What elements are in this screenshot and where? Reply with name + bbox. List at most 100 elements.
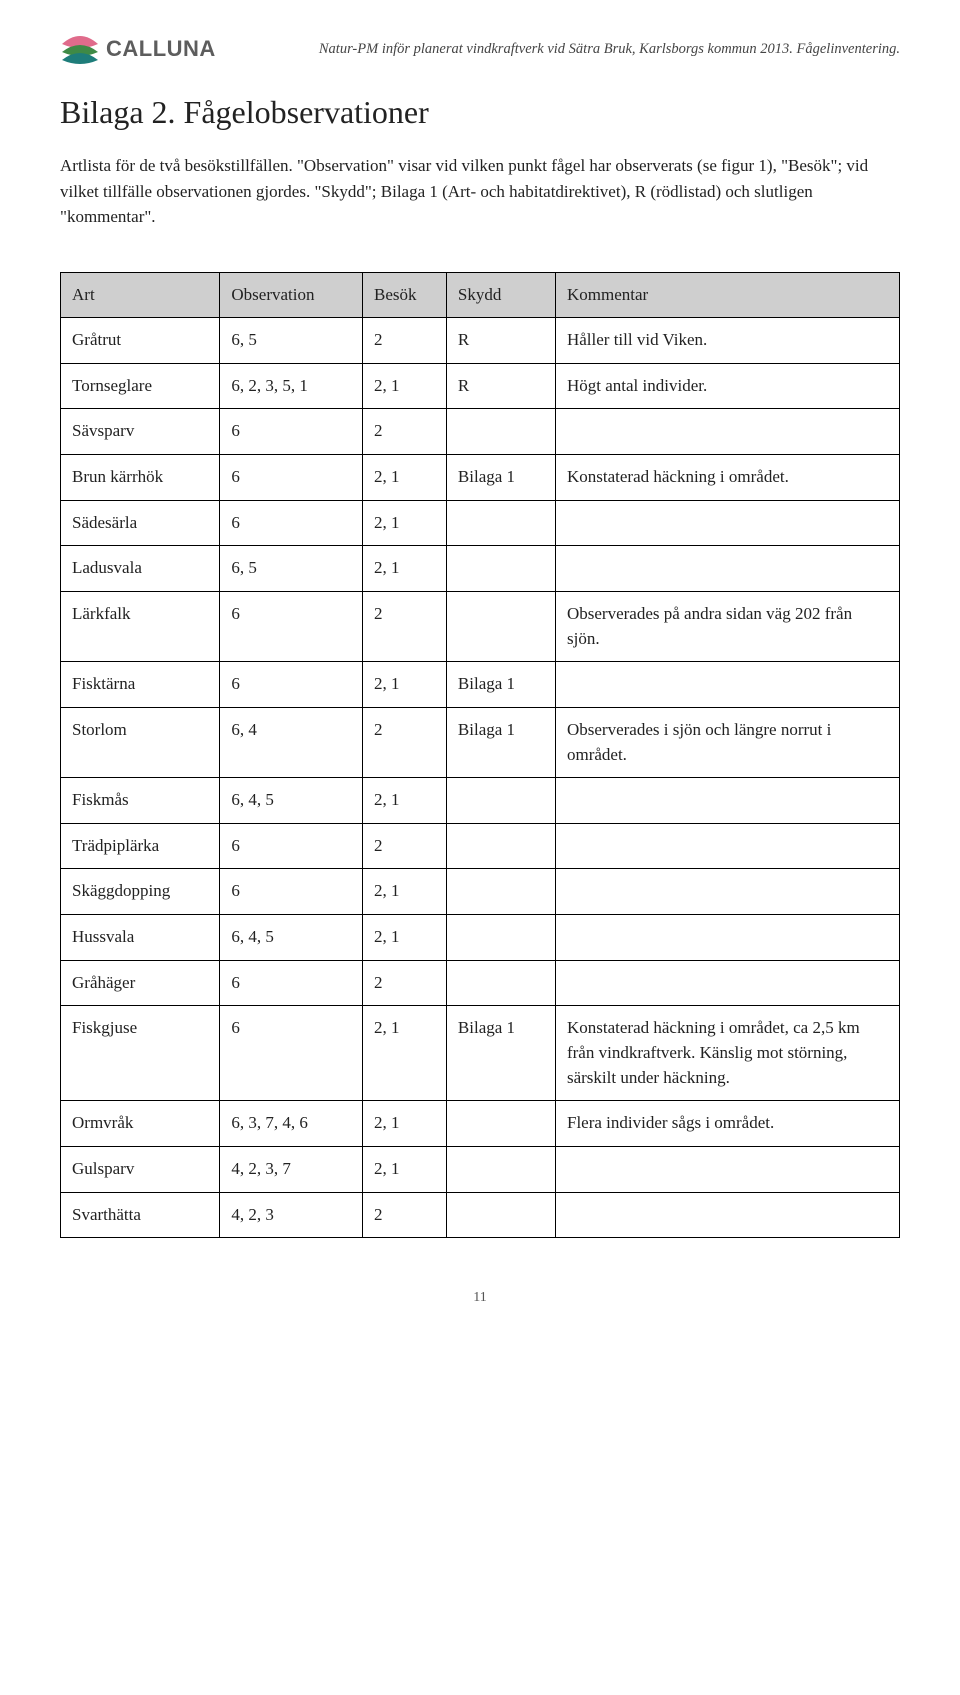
table-row: Fiskmås6, 4, 52, 1 xyxy=(61,778,900,824)
table-cell: Sävsparv xyxy=(61,409,220,455)
table-row: Gråtrut6, 52RHåller till vid Viken. xyxy=(61,318,900,364)
observation-table: Art Observation Besök Skydd Kommentar Gr… xyxy=(60,272,900,1239)
table-cell: R xyxy=(446,363,555,409)
table-cell xyxy=(446,823,555,869)
table-cell xyxy=(555,915,899,961)
table-header-row: Art Observation Besök Skydd Kommentar xyxy=(61,272,900,318)
table-cell: 2, 1 xyxy=(363,778,447,824)
table-cell: 2 xyxy=(363,823,447,869)
table-cell: 6 xyxy=(220,869,363,915)
table-cell: 6 xyxy=(220,1006,363,1101)
table-row: Svarthätta4, 2, 32 xyxy=(61,1192,900,1238)
table-cell: Ormvråk xyxy=(61,1101,220,1147)
table-cell: Lärkfalk xyxy=(61,591,220,661)
table-cell: 2 xyxy=(363,591,447,661)
table-cell: Gråtrut xyxy=(61,318,220,364)
header-caption: Natur-PM inför planerat vindkraftverk vi… xyxy=(319,40,900,59)
table-row: Fiskgjuse62, 1Bilaga 1Konstaterad häckni… xyxy=(61,1006,900,1101)
table-cell: Fisktärna xyxy=(61,662,220,708)
table-cell: 4, 2, 3, 7 xyxy=(220,1146,363,1192)
table-cell: 6 xyxy=(220,960,363,1006)
table-cell: 2, 1 xyxy=(363,915,447,961)
table-row: Storlom6, 42Bilaga 1Observerades i sjön … xyxy=(61,707,900,777)
table-cell: Flera individer sågs i området. xyxy=(555,1101,899,1147)
table-cell: Bilaga 1 xyxy=(446,662,555,708)
table-cell: 6 xyxy=(220,455,363,501)
table-cell: Fiskgjuse xyxy=(61,1006,220,1101)
table-row: Gråhäger62 xyxy=(61,960,900,1006)
table-row: Fisktärna62, 1Bilaga 1 xyxy=(61,662,900,708)
table-cell: 2, 1 xyxy=(363,500,447,546)
table-cell: 2 xyxy=(363,960,447,1006)
table-cell: 2, 1 xyxy=(363,1146,447,1192)
page-title: Bilaga 2. Fågelobservationer xyxy=(60,94,900,131)
col-header-art: Art xyxy=(61,272,220,318)
table-cell: Gråhäger xyxy=(61,960,220,1006)
table-cell xyxy=(446,500,555,546)
table-row: Ladusvala6, 52, 1 xyxy=(61,546,900,592)
table-cell: 6, 4, 5 xyxy=(220,915,363,961)
table-row: Gulsparv4, 2, 3, 72, 1 xyxy=(61,1146,900,1192)
col-header-observation: Observation xyxy=(220,272,363,318)
table-cell: 2, 1 xyxy=(363,662,447,708)
table-cell xyxy=(555,1192,899,1238)
intro-paragraph: Artlista för de två besökstillfällen. "O… xyxy=(60,153,900,230)
table-cell: Storlom xyxy=(61,707,220,777)
table-cell: 2 xyxy=(363,707,447,777)
table-cell: 2, 1 xyxy=(363,363,447,409)
table-cell xyxy=(446,409,555,455)
table-cell xyxy=(555,1146,899,1192)
table-cell xyxy=(555,823,899,869)
table-cell: 2 xyxy=(363,409,447,455)
table-cell: 6 xyxy=(220,409,363,455)
table-cell: Håller till vid Viken. xyxy=(555,318,899,364)
table-cell: 6, 5 xyxy=(220,546,363,592)
table-cell xyxy=(555,869,899,915)
logo-text: CALLUNA xyxy=(106,36,216,62)
col-header-besok: Besök xyxy=(363,272,447,318)
table-cell: Fiskmås xyxy=(61,778,220,824)
table-row: Skäggdopping62, 1 xyxy=(61,869,900,915)
table-cell xyxy=(446,591,555,661)
table-cell: 6, 4 xyxy=(220,707,363,777)
table-cell: 2, 1 xyxy=(363,455,447,501)
table-cell xyxy=(446,915,555,961)
table-cell: Svarthätta xyxy=(61,1192,220,1238)
table-cell: 6, 5 xyxy=(220,318,363,364)
table-cell xyxy=(555,662,899,708)
table-cell: Skäggdopping xyxy=(61,869,220,915)
table-cell xyxy=(446,778,555,824)
table-cell: Ladusvala xyxy=(61,546,220,592)
table-cell: Hussvala xyxy=(61,915,220,961)
table-cell xyxy=(555,778,899,824)
table-cell: 6, 3, 7, 4, 6 xyxy=(220,1101,363,1147)
table-cell xyxy=(446,960,555,1006)
table-cell xyxy=(446,1192,555,1238)
table-cell: 6 xyxy=(220,823,363,869)
logo: CALLUNA xyxy=(60,32,216,66)
table-cell: 2, 1 xyxy=(363,546,447,592)
table-cell xyxy=(446,869,555,915)
table-cell xyxy=(555,960,899,1006)
table-cell xyxy=(446,1146,555,1192)
table-cell: 4, 2, 3 xyxy=(220,1192,363,1238)
table-cell: R xyxy=(446,318,555,364)
table-cell: Bilaga 1 xyxy=(446,455,555,501)
table-cell xyxy=(446,546,555,592)
page-number: 11 xyxy=(60,1290,900,1306)
table-row: Lärkfalk62Observerades på andra sidan vä… xyxy=(61,591,900,661)
table-cell: Konstaterad häckning i området. xyxy=(555,455,899,501)
table-cell: Bilaga 1 xyxy=(446,1006,555,1101)
table-cell: Sädesärla xyxy=(61,500,220,546)
table-row: Ormvråk6, 3, 7, 4, 62, 1Flera individer … xyxy=(61,1101,900,1147)
table-cell: 6, 2, 3, 5, 1 xyxy=(220,363,363,409)
table-cell: 6 xyxy=(220,662,363,708)
table-cell: Observerades på andra sidan väg 202 från… xyxy=(555,591,899,661)
col-header-kommentar: Kommentar xyxy=(555,272,899,318)
table-cell: Observerades i sjön och längre norrut i … xyxy=(555,707,899,777)
table-cell: 2, 1 xyxy=(363,1006,447,1101)
table-cell: 6, 4, 5 xyxy=(220,778,363,824)
table-cell: Konstaterad häckning i området, ca 2,5 k… xyxy=(555,1006,899,1101)
table-cell: 2, 1 xyxy=(363,869,447,915)
table-cell xyxy=(555,546,899,592)
